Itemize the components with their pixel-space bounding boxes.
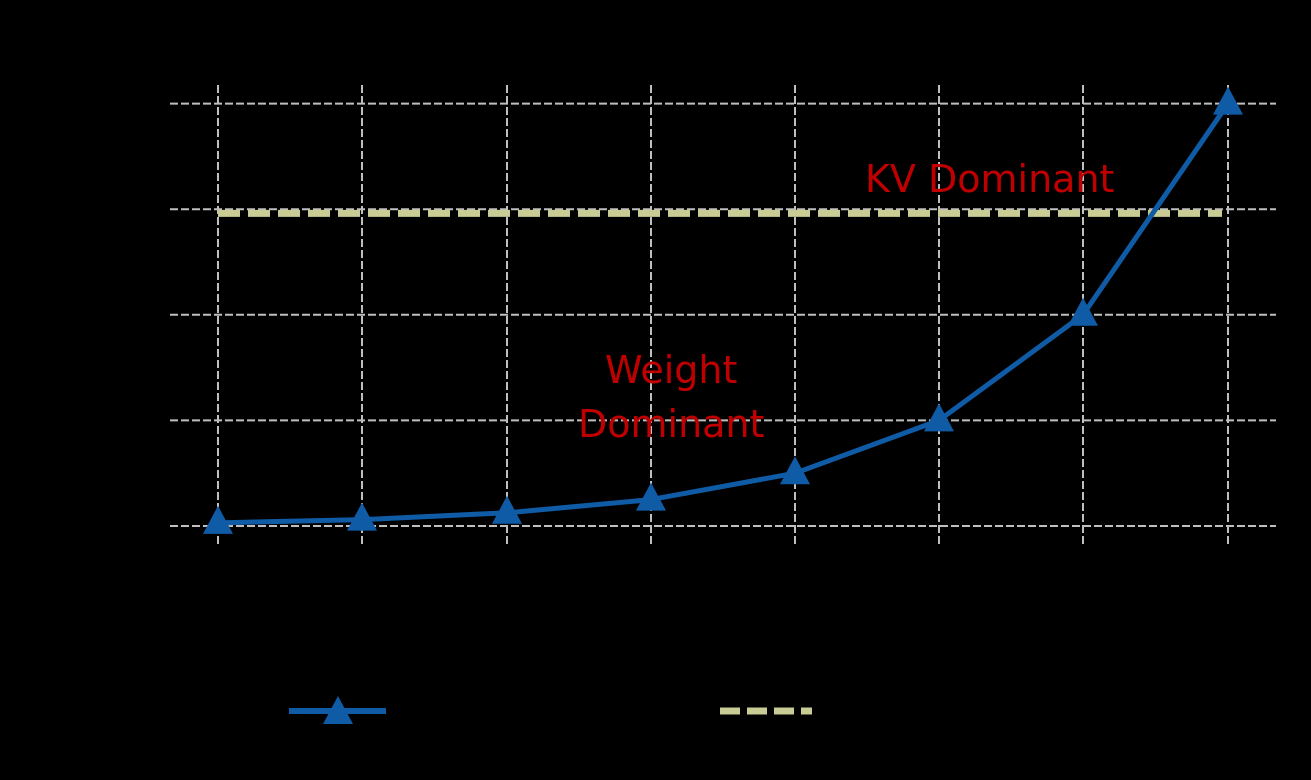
gridlines [170,85,1276,545]
main-series [203,86,1243,534]
triangle-marker-icon [636,482,666,511]
triangle-marker-icon [347,502,377,531]
legend-triangle-icon [323,696,353,724]
triangle-marker-icon [924,403,954,432]
legend [289,696,812,724]
triangle-marker-icon [492,495,522,524]
triangle-marker-icon [203,505,233,534]
annotation-weight-dominant: Weight Dominant [578,343,764,451]
series-line [217,102,1231,526]
annotation-kv-dominant: KV Dominant [865,157,1115,201]
annotation-weight-line1: Weight [605,348,738,392]
annotation-weight-line2: Dominant [578,402,765,446]
triangle-marker-icon [780,456,810,485]
triangle-marker-icon [1068,297,1098,326]
triangle-marker-icon [1213,86,1243,115]
